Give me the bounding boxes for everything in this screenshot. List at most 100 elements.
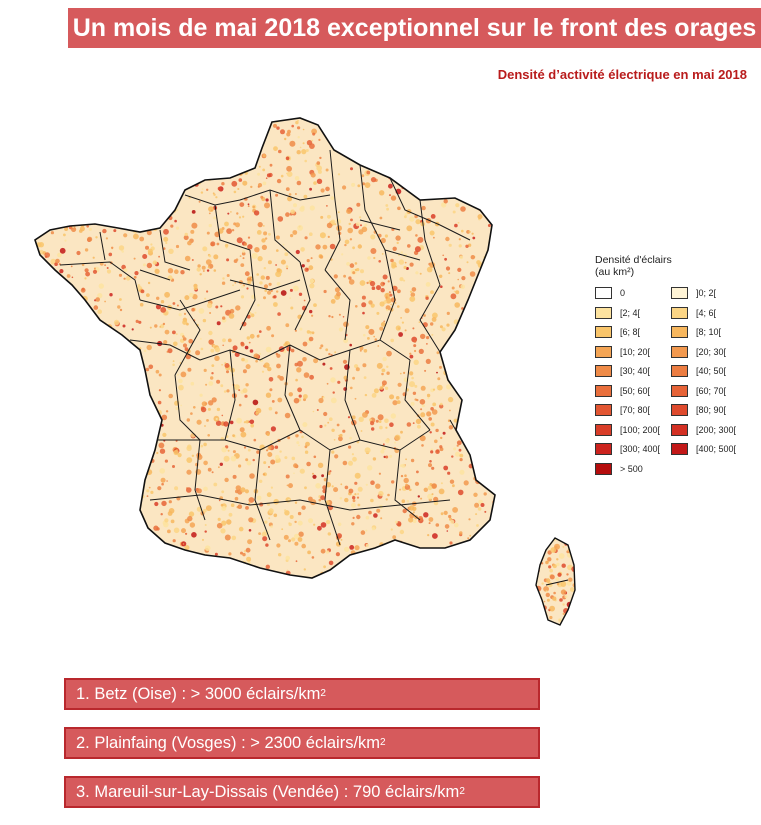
density-speck [352,499,356,503]
density-speck [344,497,349,503]
density-speck [110,425,114,429]
density-speck [470,255,475,260]
density-speck [237,164,241,168]
density-speck [349,263,355,268]
density-speck [109,162,114,167]
density-speck [309,374,314,380]
density-speck [573,624,575,625]
density-speck [115,373,119,377]
density-speck [328,315,331,318]
density-speck [390,195,397,201]
density-speck [256,495,262,501]
density-speck [84,331,87,335]
legend-item: [20; 30[ [671,345,747,359]
density-speck [388,118,393,121]
density-speck [442,431,446,435]
density-speck [237,504,243,510]
density-speck [102,567,105,571]
density-speck [210,348,215,353]
density-speck [397,382,402,387]
density-speck [492,218,495,221]
density-speck [370,303,375,308]
legend-swatch [595,423,612,436]
density-speck [473,542,477,545]
density-speck [52,533,55,536]
density-speck [493,347,495,352]
density-speck [215,417,218,421]
density-speck [381,380,387,386]
density-speck [327,120,333,126]
density-speck [77,358,80,361]
density-speck [97,575,103,578]
density-speck [233,156,238,161]
density-speck [68,467,73,471]
density-speck [493,243,495,248]
density-speck [417,424,421,429]
density-speck [242,250,246,253]
density-speck [373,256,376,260]
density-speck [133,541,137,545]
density-speck [431,466,435,470]
density-speck [293,397,300,404]
density-speck [390,303,393,306]
density-speck [282,243,285,246]
density-speck [154,501,159,507]
density-speck [211,471,214,474]
density-speck [43,439,47,443]
density-speck [497,437,500,440]
density-speck [117,305,121,309]
density-speck [432,122,436,126]
density-speck [95,450,100,455]
density-speck [491,439,495,445]
density-speck [216,242,220,246]
density-speck [489,162,492,165]
density-speck [306,461,311,467]
density-speck [309,309,313,314]
density-speck [467,537,470,540]
density-speck [156,541,162,547]
density-speck [557,618,563,623]
density-speck [499,362,501,364]
density-speck [474,143,478,147]
density-speck [335,541,342,547]
legend-swatch [671,306,688,319]
density-speck [407,572,412,577]
density-speck [366,170,371,175]
density-speck [356,202,361,207]
density-speck [487,344,491,349]
density-speck [285,474,290,479]
density-speck [193,286,198,291]
density-speck [340,539,343,541]
density-speck [236,212,239,215]
density-speck [352,456,357,462]
density-speck [483,164,490,171]
density-speck [536,613,539,617]
density-speck [288,522,292,527]
density-speck [68,463,73,468]
density-speck [107,495,113,501]
density-speck [382,356,387,362]
density-speck [262,579,266,583]
density-speck [386,567,391,573]
density-speck [103,395,106,399]
density-speck [39,124,44,129]
density-speck [212,168,217,173]
density-speck [236,159,241,164]
density-speck [384,418,389,424]
density-speck [39,576,46,578]
density-speck [158,373,162,377]
density-speck [151,555,156,560]
legend-swatch [595,326,612,338]
density-speck [379,190,385,196]
density-speck [314,121,317,123]
density-speck [268,466,270,468]
density-speck [167,529,171,534]
density-speck [53,522,58,527]
density-speck [478,383,481,386]
density-speck [322,396,325,399]
density-speck [90,458,95,464]
density-speck [558,553,565,559]
density-speck [52,525,56,528]
density-speck [440,285,443,289]
density-speck [419,399,426,405]
